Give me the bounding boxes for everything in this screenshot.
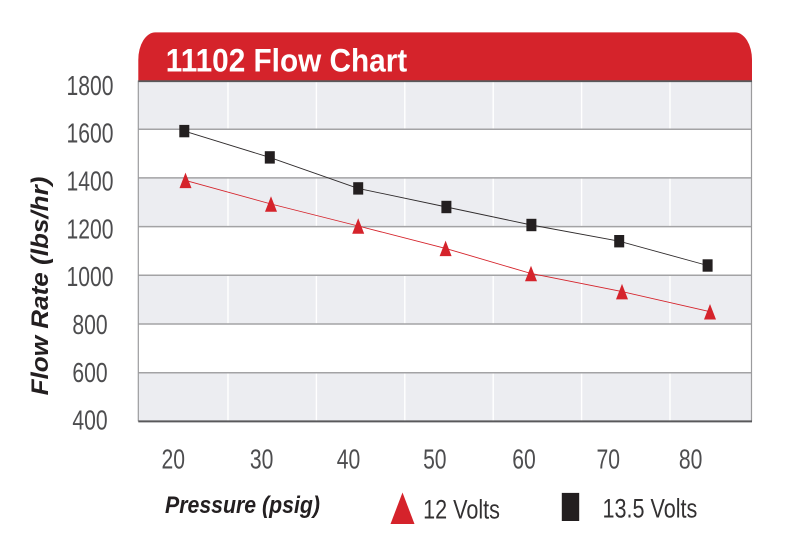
svg-text:1800: 1800 bbox=[67, 71, 114, 101]
svg-text:400: 400 bbox=[72, 406, 107, 436]
svg-text:1000: 1000 bbox=[67, 263, 114, 293]
svg-text:Flow Rate (lbs/hr): Flow Rate (lbs/hr) bbox=[27, 177, 54, 396]
svg-text:1400: 1400 bbox=[67, 167, 114, 197]
svg-text:70: 70 bbox=[596, 445, 619, 475]
svg-text:1200: 1200 bbox=[67, 215, 114, 245]
svg-text:12 Volts: 12 Volts bbox=[423, 495, 500, 525]
svg-text:30: 30 bbox=[250, 445, 273, 475]
svg-text:Pressure (psig): Pressure (psig) bbox=[165, 491, 320, 519]
svg-text:60: 60 bbox=[512, 445, 535, 475]
svg-text:40: 40 bbox=[337, 445, 360, 475]
svg-text:1600: 1600 bbox=[67, 119, 114, 149]
svg-text:13.5 Volts: 13.5 Volts bbox=[603, 494, 698, 524]
svg-text:80: 80 bbox=[679, 445, 702, 475]
svg-text:50: 50 bbox=[423, 445, 446, 475]
svg-text:20: 20 bbox=[161, 445, 184, 475]
svg-text:600: 600 bbox=[72, 358, 107, 388]
svg-text:800: 800 bbox=[72, 310, 107, 340]
svg-text:11102 Flow Chart: 11102 Flow Chart bbox=[166, 43, 407, 79]
